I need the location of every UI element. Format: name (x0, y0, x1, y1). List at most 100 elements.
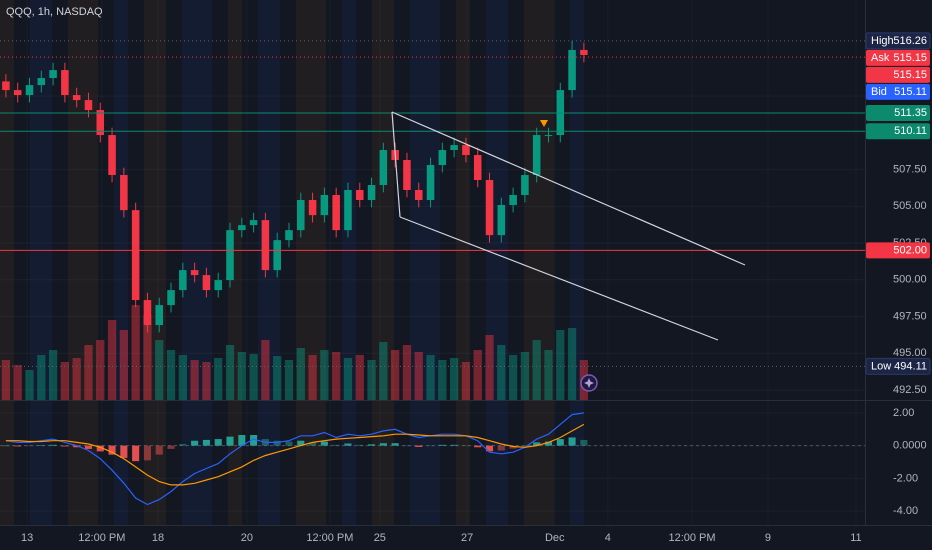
macd-histogram-bar (49, 444, 57, 446)
volume-bar (497, 345, 506, 400)
macd-histogram-bar (368, 444, 376, 446)
macd-histogram-bar (450, 444, 458, 446)
price-label-name: High (871, 35, 894, 47)
x-tick-label: 18 (152, 532, 164, 544)
price-label-box (866, 49, 930, 66)
candle-body (568, 49, 576, 91)
candle-body (308, 200, 317, 216)
price-label-value: 515.15 (893, 52, 927, 64)
assistant-icon (584, 378, 594, 388)
macd-histogram-bar (485, 445, 494, 452)
volume-bar (556, 330, 565, 400)
plot-area (0, 40, 865, 506)
candle-body (2, 81, 10, 91)
macd-histogram-bar (497, 445, 505, 451)
volume-bar (426, 355, 435, 400)
volume-bar (107, 320, 117, 400)
macd-histogram-bar (438, 444, 446, 446)
volume-bar (178, 355, 187, 400)
x-tick-label: 12:00 PM (668, 532, 715, 544)
candle-body (320, 195, 329, 216)
macd-histogram-bar (320, 441, 328, 446)
session-band (182, 0, 212, 525)
macd-histogram-bar (214, 439, 222, 446)
volume-bar (25, 370, 34, 400)
candle-body (25, 85, 34, 96)
macd-histogram-bar (226, 436, 234, 446)
volume-bar (567, 328, 577, 400)
macd-histogram-bar (73, 445, 81, 448)
macd-histogram-bar (132, 445, 140, 462)
macd-histogram-bar (403, 445, 411, 447)
price-axis: 13 12:00 PM 18 20 12:00 PM 25 27 Dec 4 12:00 PM 9 1… (21, 32, 931, 544)
candle-body (273, 240, 281, 271)
volume-bar (261, 340, 270, 400)
candle-body (179, 270, 187, 291)
volume-bar (332, 352, 341, 400)
macd-histogram-bar (509, 445, 517, 449)
y-tick-label: 507.50 (893, 163, 927, 175)
price-label-box (866, 242, 930, 259)
macd-line (5, 423, 585, 486)
price-label-box (866, 105, 930, 122)
price-label-value: 515.15 (893, 69, 927, 81)
candle-body (61, 70, 69, 96)
x-tick-label: 4 (605, 532, 611, 544)
candle-body (84, 100, 93, 111)
candle-body (226, 230, 234, 281)
volume-bar (284, 360, 294, 400)
y-tick-label: 505.00 (893, 200, 927, 212)
macd-histogram-bar (521, 445, 529, 447)
volume-bar (84, 345, 93, 400)
x-tick-label: 9 (765, 532, 771, 544)
y-tick-label: -4.00 (893, 505, 918, 517)
volume-bar (96, 340, 105, 400)
x-tick-label: 27 (461, 532, 473, 544)
candle-body (238, 225, 246, 231)
macd-histogram-bar (544, 441, 553, 446)
macd-histogram-bar (285, 441, 293, 446)
macd-histogram-bar (167, 445, 175, 449)
x-tick-label: 12:00 PM (78, 532, 125, 544)
macd-histogram-bar (273, 440, 281, 446)
x-tick-label: 25 (374, 532, 386, 544)
volume-bar (355, 355, 364, 400)
candle-body (473, 155, 482, 181)
macd-histogram-bar (391, 443, 399, 446)
candle-body (521, 175, 529, 196)
session-band (342, 0, 356, 525)
candle-body (414, 190, 423, 200)
volume-bar (155, 340, 164, 400)
price-label-box (865, 32, 931, 50)
macd-histogram-bar (556, 439, 564, 446)
volume-bar (508, 355, 518, 400)
candle-body (532, 135, 541, 176)
candle-body (485, 180, 494, 236)
signal-marker (540, 120, 548, 127)
y-tick-label: 2.00 (893, 407, 914, 419)
macd-histogram-bar (344, 443, 352, 446)
x-tick-label: Dec (545, 532, 565, 544)
candle-body (131, 210, 140, 301)
volume-bar (343, 358, 353, 400)
macd-histogram-bar (533, 442, 541, 446)
candle-body (214, 280, 222, 291)
y-tick-label: 500.00 (893, 274, 927, 286)
x-tick-label: 20 (241, 532, 253, 544)
candle-body (580, 49, 588, 55)
macd-histogram-bar (155, 445, 163, 455)
candle-body (297, 200, 305, 231)
price-label-box (866, 66, 930, 83)
volume-bar (249, 354, 258, 400)
volume-bar (131, 305, 140, 400)
volume-bar (379, 342, 388, 400)
volume-bar (1, 360, 11, 400)
price-label-value: 510.11 (894, 125, 927, 137)
candle-body (426, 165, 435, 200)
session-band (0, 0, 14, 525)
price-label-box (865, 357, 931, 375)
x-tick-label: 13 (21, 532, 33, 544)
macd-histogram-bar (297, 440, 305, 446)
macd-histogram-bar (96, 445, 104, 452)
macd-line (5, 412, 584, 506)
